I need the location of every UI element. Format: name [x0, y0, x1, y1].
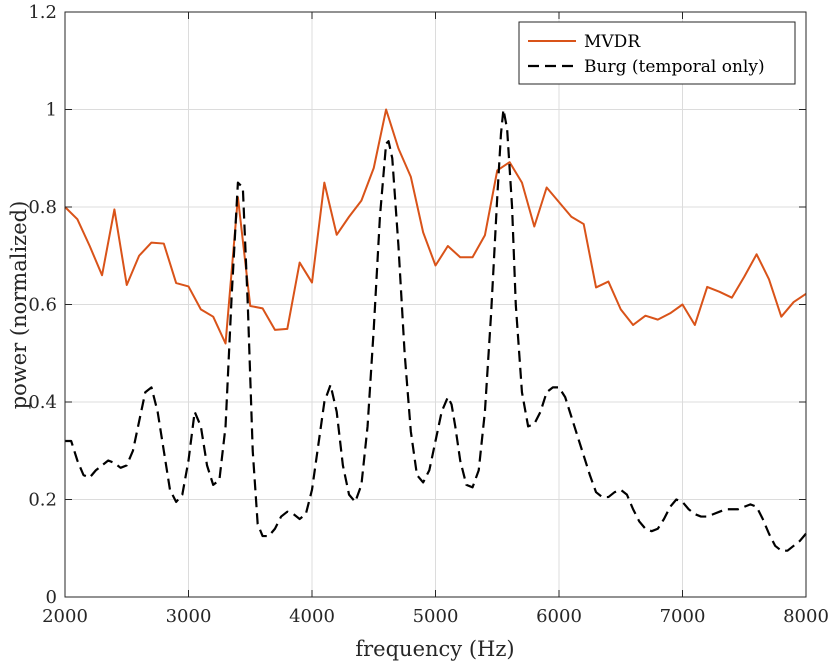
- x-tick-label: 2000: [42, 606, 88, 627]
- x-tick-label: 4000: [289, 606, 335, 627]
- y-tick-label: 0.4: [28, 392, 57, 413]
- legend-box: [518, 21, 796, 85]
- x-ticks: 2000 3000 4000 5000 6000 7000 8000: [42, 12, 829, 627]
- x-tick-label: 6000: [536, 606, 582, 627]
- x-axis-label: frequency (Hz): [355, 637, 514, 661]
- legend: MVDR Burg (temporal only): [518, 21, 796, 85]
- x-tick-label: 3000: [166, 606, 212, 627]
- y-tick-label: 0.8: [28, 197, 57, 218]
- legend-label-mvdr: MVDR: [584, 32, 641, 52]
- y-tick-label: 0: [46, 587, 57, 608]
- y-tick-label: 1.2: [28, 2, 57, 23]
- series-line-mvdr: [64, 108, 807, 345]
- y-axis-label: power (normalized): [7, 201, 31, 410]
- y-ticks: 0 0.2 0.4 0.6 0.8 1 1.2: [28, 2, 806, 608]
- y-tick-label: 0.2: [28, 490, 57, 511]
- y-tick-label: 1: [46, 100, 57, 121]
- x-tick-label: 7000: [660, 606, 706, 627]
- x-tick-label: 8000: [783, 606, 829, 627]
- y-tick-label: 0.6: [28, 295, 57, 316]
- x-tick-label: 5000: [413, 606, 459, 627]
- legend-label-burg: Burg (temporal only): [584, 57, 765, 77]
- series-layer: [64, 108, 807, 552]
- series-line-burg: [65, 108, 807, 552]
